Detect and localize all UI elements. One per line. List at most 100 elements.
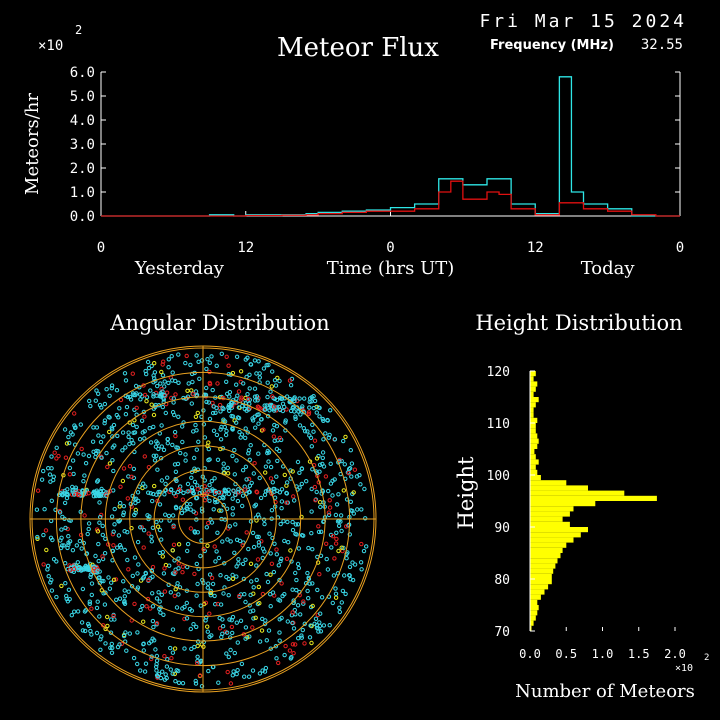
- angular-point: [343, 434, 348, 440]
- angular-point: [162, 379, 167, 384]
- angular-point: [272, 489, 277, 494]
- angular-point: [265, 450, 270, 456]
- angular-point: [200, 490, 205, 495]
- angular-point: [248, 592, 253, 598]
- flux-y-scale-note: ×10: [38, 38, 63, 54]
- angular-point: [270, 394, 275, 399]
- angular-point: [295, 603, 301, 608]
- angular-point: [230, 630, 235, 636]
- angular-point: [227, 617, 232, 622]
- angular-point: [236, 389, 242, 394]
- angular-point: [164, 390, 170, 395]
- height-bar: [530, 402, 536, 408]
- angular-point: [80, 586, 86, 592]
- angular-point: [56, 453, 61, 459]
- angular-point: [291, 651, 296, 656]
- angular-point: [135, 661, 140, 667]
- angular-point: [180, 424, 185, 429]
- angular-point: [49, 577, 54, 583]
- angular-point: [349, 474, 354, 479]
- angular-point: [287, 378, 293, 383]
- angular-point: [316, 524, 321, 529]
- angular-point: [342, 462, 347, 467]
- angular-point: [169, 656, 174, 661]
- angular-point: [317, 500, 323, 505]
- angular-point: [288, 548, 293, 553]
- angular-point: [170, 548, 175, 553]
- angular-point: [138, 397, 143, 402]
- flux-x-tick-label: 0: [676, 240, 684, 256]
- angular-point: [127, 394, 133, 400]
- angular-point: [145, 359, 151, 365]
- angular-point: [317, 462, 323, 467]
- angular-point: [122, 594, 128, 599]
- angular-point: [122, 529, 127, 534]
- angular-point: [123, 378, 129, 383]
- angular-point: [252, 461, 257, 466]
- height-bar: [530, 573, 552, 579]
- angular-point: [121, 466, 127, 471]
- angular-point: [161, 447, 167, 453]
- height-distribution-chart: Height Distribution Height Number of Met…: [454, 311, 709, 702]
- angular-point: [265, 394, 270, 400]
- angular-point: [91, 425, 96, 430]
- angular-point: [278, 407, 283, 413]
- angular-point: [247, 457, 253, 462]
- angular-point: [103, 641, 108, 646]
- angular-point: [234, 671, 239, 677]
- angular-point: [338, 519, 343, 524]
- angular-point: [327, 432, 332, 438]
- angular-point: [142, 392, 148, 398]
- angular-point: [72, 411, 77, 416]
- angular-point: [259, 417, 264, 422]
- angular-point: [160, 404, 166, 410]
- angular-point: [256, 451, 261, 456]
- angular-point: [149, 534, 154, 539]
- angular-point: [301, 599, 306, 604]
- angular-point: [152, 370, 158, 375]
- angular-point: [204, 385, 209, 391]
- angular-point: [211, 507, 216, 512]
- angular-point: [163, 410, 169, 416]
- angular-point: [155, 383, 160, 389]
- angular-point: [208, 593, 214, 598]
- height-bar: [530, 605, 539, 611]
- angular-point: [173, 679, 178, 684]
- angular-point: [283, 418, 288, 423]
- angular-point: [185, 388, 190, 393]
- angular-point: [230, 673, 236, 678]
- angular-point: [105, 623, 110, 629]
- angular-point: [72, 425, 78, 431]
- angular-point: [97, 520, 102, 525]
- angular-point: [293, 642, 298, 647]
- angular-point: [189, 401, 195, 406]
- height-bar: [530, 449, 535, 455]
- height-x-tick-label: 0.0: [519, 647, 541, 661]
- height-x-scale-note: ×10: [675, 663, 693, 674]
- angular-point: [277, 378, 282, 384]
- angular-point: [180, 564, 186, 569]
- angular-point: [57, 510, 63, 515]
- angular-point: [101, 434, 106, 439]
- angular-point: [262, 492, 268, 497]
- angular-point: [363, 516, 368, 521]
- angular-point: [141, 648, 147, 653]
- height-bar: [530, 412, 534, 418]
- angular-point: [318, 611, 323, 616]
- angular-point: [238, 435, 243, 440]
- angular-point: [176, 680, 182, 685]
- angular-point: [279, 487, 285, 492]
- angular-point: [120, 448, 125, 453]
- angular-point: [330, 600, 335, 606]
- angular-point: [174, 445, 179, 450]
- angular-point: [122, 371, 128, 376]
- angular-point: [148, 440, 154, 445]
- angular-point: [98, 493, 104, 498]
- angular-point: [272, 541, 277, 546]
- angular-point: [350, 577, 356, 583]
- angular-point: [144, 399, 149, 404]
- height-bar: [530, 397, 539, 403]
- angular-point: [149, 402, 154, 407]
- angular-point: [87, 599, 93, 604]
- angular-point: [88, 403, 93, 409]
